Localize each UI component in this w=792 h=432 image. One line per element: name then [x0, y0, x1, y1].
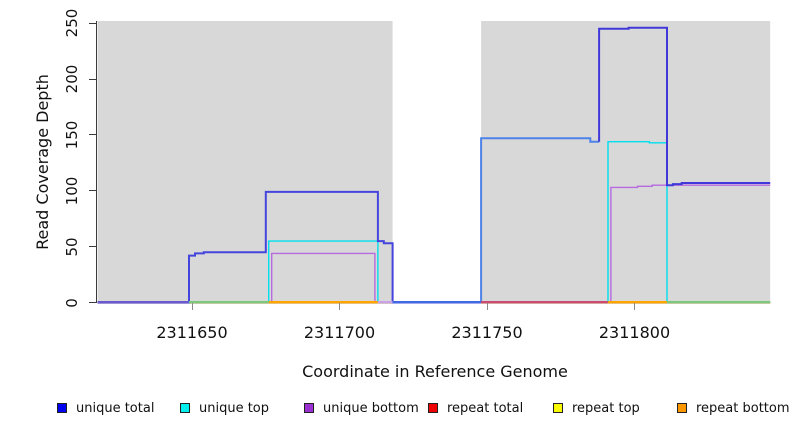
- x-tick-label: 2311800: [598, 323, 671, 342]
- y-tick: [89, 22, 96, 24]
- shaded-region: [97, 21, 393, 304]
- unique-total-swatch: [57, 403, 67, 413]
- x-tick-label: 2311750: [451, 323, 523, 342]
- legend-item-repeat-bottom: repeat bottom: [677, 399, 790, 417]
- baseline-segment: [481, 301, 608, 304]
- y-tick: [89, 246, 96, 248]
- y-tick: [89, 134, 96, 136]
- y-tick-label: 50: [63, 237, 81, 257]
- series-unique-total: [97, 190, 482, 304]
- legend-label: unique top: [199, 400, 270, 416]
- baseline-segment: [392, 301, 482, 304]
- y-axis-line: [96, 21, 97, 303]
- repeat-total-swatch: [428, 403, 438, 413]
- series-unique-total: [598, 26, 771, 187]
- unique-top-swatch: [180, 403, 190, 413]
- y-tick: [89, 190, 96, 192]
- y-tick-label: 200: [63, 64, 81, 94]
- legend-label: unique total: [76, 400, 155, 416]
- legend-item-unique-total: unique total: [57, 399, 154, 417]
- baseline-segment: [268, 301, 378, 304]
- x-axis-title: Coordinate in Reference Genome: [302, 362, 568, 381]
- y-axis-title: Read Coverage Depth: [33, 74, 52, 250]
- baseline-segment: [377, 301, 393, 304]
- legend-label: repeat total: [447, 400, 524, 416]
- baseline-segment: [97, 301, 190, 304]
- x-tick: [634, 303, 635, 310]
- series-unique-top: [267, 240, 379, 303]
- repeat-top-swatch: [553, 403, 563, 413]
- series-unique-bottom: [270, 252, 376, 303]
- legend-label: unique bottom: [323, 400, 419, 416]
- x-tick: [339, 303, 340, 310]
- shaded-region: [481, 21, 771, 304]
- legend-label: repeat top: [572, 400, 640, 416]
- y-tick-label: 150: [63, 120, 81, 150]
- unique-bottom-swatch: [304, 403, 314, 413]
- legend-item-repeat-total: repeat total: [428, 399, 523, 417]
- legend-item-unique-top: unique top: [180, 399, 269, 417]
- baseline-segment: [666, 301, 771, 304]
- y-tick: [89, 302, 96, 303]
- legend-item-repeat-top: repeat top: [553, 399, 640, 417]
- legend-item-unique-bottom: unique bottom: [304, 399, 419, 417]
- x-tick: [486, 303, 488, 310]
- y-tick: [89, 78, 96, 80]
- y-tick-label: 100: [63, 176, 81, 206]
- repeat-bottom-swatch: [677, 403, 687, 413]
- series-unique-bottom: [610, 184, 771, 303]
- baseline-segment: [607, 301, 667, 304]
- baseline-segment: [189, 301, 269, 304]
- legend-label: repeat bottom: [696, 400, 790, 416]
- x-tick: [191, 303, 193, 310]
- x-tick-label: 2311650: [156, 323, 228, 342]
- y-tick-label: 250: [63, 8, 81, 38]
- series-unique-total: [480, 137, 600, 303]
- plot-area: [97, 21, 771, 304]
- x-tick-label: 2311700: [303, 323, 376, 342]
- y-tick-label: 0: [63, 297, 81, 308]
